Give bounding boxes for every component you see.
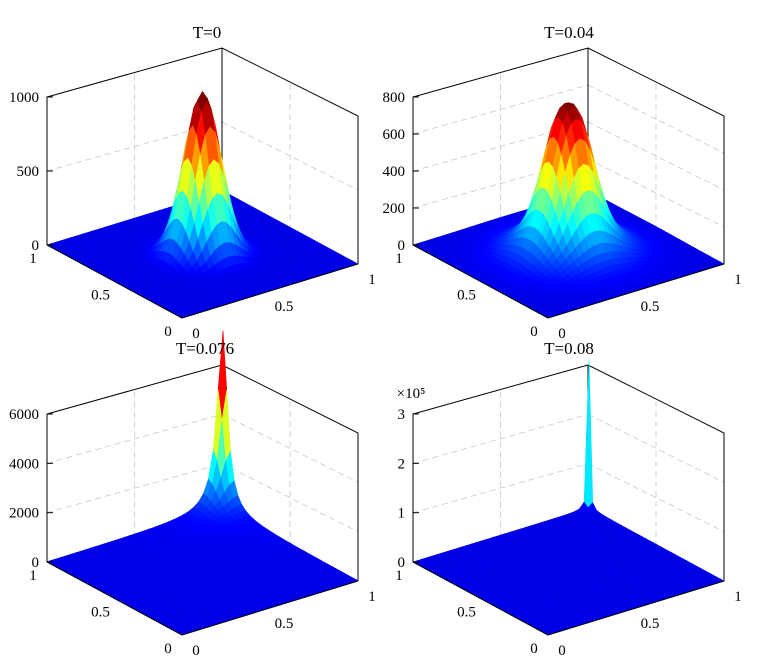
- x-tick-label: 0: [192, 643, 200, 659]
- y-tick-label: 0: [530, 324, 538, 340]
- x-axis-line: [181, 263, 359, 319]
- grid-line: [46, 463, 223, 514]
- grid-line: [221, 121, 359, 191]
- surface: [412, 102, 725, 319]
- z-tick-label: 0: [32, 238, 40, 254]
- x-tick-label: 1: [368, 589, 376, 605]
- y-tick-label: 0.5: [91, 605, 110, 621]
- x-tick-label: 0.5: [641, 299, 660, 315]
- grid-line: [587, 158, 725, 228]
- y-axis-line: [412, 244, 549, 319]
- x-tick-label: 0.5: [275, 616, 294, 632]
- z-tick-label: 2000: [9, 506, 39, 522]
- grid-line: [587, 84, 725, 154]
- grid-line: [46, 413, 223, 464]
- chart-title: T=0.076: [176, 339, 234, 358]
- y-tick-label: 1: [29, 568, 37, 584]
- x-tick-label: 0.5: [275, 299, 294, 315]
- y-axis-line: [46, 244, 183, 319]
- grid-line: [587, 121, 725, 191]
- surface: [46, 90, 359, 319]
- y-tick-label: 1: [395, 251, 403, 267]
- z-tick-label: 1000: [9, 90, 39, 106]
- z-tick-label: 500: [17, 164, 40, 180]
- z-tick-label: 0: [398, 238, 406, 254]
- chart-title: T=0: [193, 23, 221, 42]
- z-tick-label: 600: [383, 127, 406, 143]
- z-tick-label: 200: [383, 201, 406, 217]
- x-axis-line: [547, 263, 725, 319]
- y-tick-label: 0: [164, 641, 172, 657]
- surface: [46, 330, 359, 636]
- grid-line: [221, 463, 359, 533]
- grid-line: [221, 413, 359, 483]
- y-tick-label: 0.5: [91, 288, 110, 304]
- z-tick-label: 800: [383, 90, 406, 106]
- y-tick-label: 0: [164, 324, 172, 340]
- x-tick-label: 1: [734, 272, 742, 288]
- z-tick-label: 400: [383, 164, 406, 180]
- surface-patch: [583, 359, 594, 509]
- x-tick-label: 1: [368, 272, 376, 288]
- x-tick-label: 0: [192, 326, 200, 342]
- y-tick-label: 0.5: [457, 288, 476, 304]
- y-tick-label: 1: [29, 251, 37, 267]
- z-tick-label: 6000: [9, 407, 39, 423]
- z-tick-label: 4000: [9, 456, 39, 472]
- chart-title: T=0.04: [544, 23, 594, 42]
- x-tick-label: 0: [558, 326, 566, 342]
- grid-line: [412, 84, 589, 135]
